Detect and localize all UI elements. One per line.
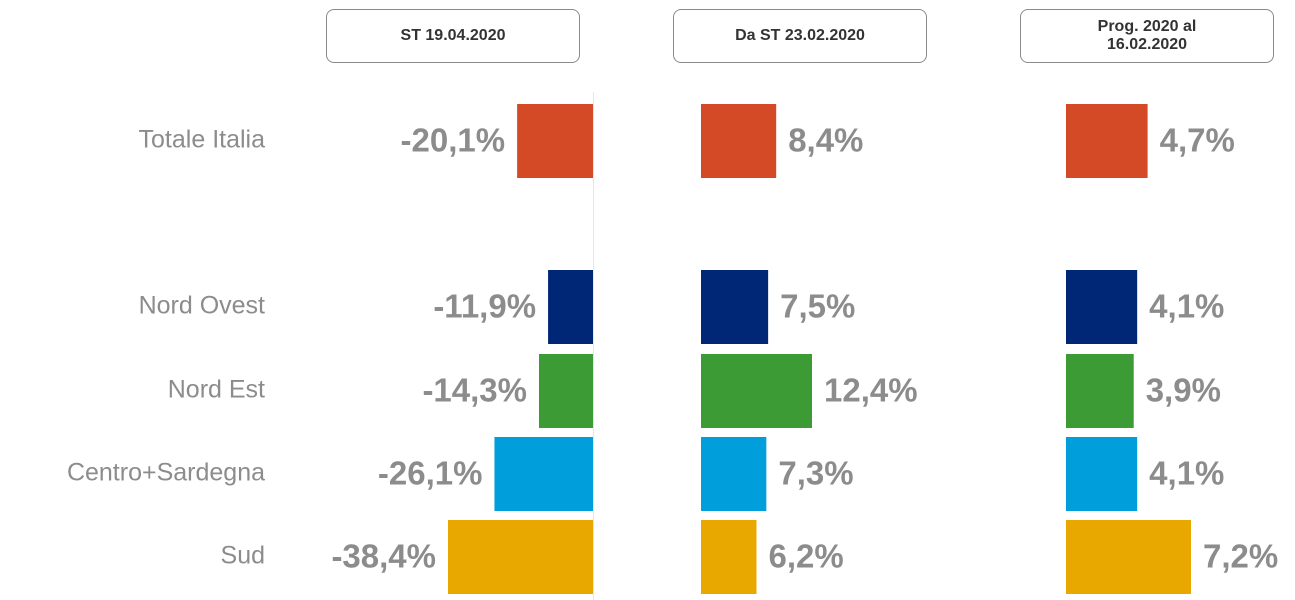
value-label: 12,4% (824, 372, 918, 409)
value-label: 6,2% (769, 538, 844, 575)
value-label: 7,2% (1203, 538, 1278, 575)
category-label: Centro+Sardegna (67, 459, 265, 487)
panel-header: Prog. 2020 al 16.02.2020 (1020, 9, 1274, 63)
bar (1066, 270, 1138, 344)
bar (701, 354, 812, 428)
panel-header: ST 19.04.2020 (326, 9, 580, 63)
category-label: Sud (221, 542, 265, 570)
bar (701, 104, 777, 178)
value-label: -20,1% (401, 122, 506, 159)
bar (701, 437, 767, 511)
value-label: 3,9% (1146, 372, 1221, 409)
bar (1066, 354, 1134, 428)
bar (1066, 520, 1191, 594)
value-label: 4,1% (1149, 455, 1224, 492)
bar (548, 270, 593, 344)
bar (1066, 437, 1138, 511)
value-label: -11,9% (433, 288, 536, 325)
bar (701, 270, 769, 344)
value-label: -26,1% (378, 455, 483, 492)
bar (448, 520, 593, 594)
value-label: -14,3% (422, 372, 527, 409)
category-label: Nord Ovest (139, 292, 265, 320)
value-label: 4,1% (1149, 288, 1224, 325)
category-label: Totale Italia (139, 126, 266, 154)
category-label: Nord Est (168, 376, 265, 404)
bar (517, 104, 593, 178)
panel-header: Da ST 23.02.2020 (673, 9, 927, 63)
value-label: 4,7% (1160, 122, 1235, 159)
value-label: 7,3% (778, 455, 853, 492)
bar (494, 437, 593, 511)
bar (539, 354, 593, 428)
bar (701, 520, 757, 594)
value-label: 7,5% (780, 288, 855, 325)
value-label: 8,4% (788, 122, 863, 159)
bar (1066, 104, 1148, 178)
value-label: -38,4% (331, 538, 436, 575)
